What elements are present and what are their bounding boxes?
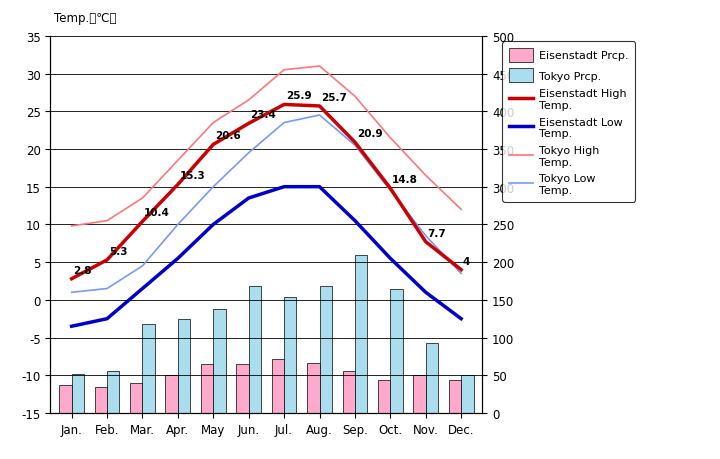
Bar — [236, 364, 248, 413]
Text: 20.6: 20.6 — [215, 131, 240, 141]
Text: 20.9: 20.9 — [356, 129, 382, 139]
Bar — [378, 380, 390, 413]
Bar — [201, 364, 213, 413]
Bar — [426, 343, 438, 413]
Bar — [130, 383, 143, 413]
Bar — [343, 371, 355, 413]
Bar — [284, 297, 297, 413]
Legend: Eisenstadt Prcp., Tokyo Prcp., Eisenstadt High
Temp., Eisenstadt Low
Temp., Toky: Eisenstadt Prcp., Tokyo Prcp., Eisenstad… — [503, 42, 635, 202]
Bar — [461, 375, 474, 413]
Bar — [413, 375, 426, 413]
Text: 23.4: 23.4 — [251, 110, 276, 120]
Bar — [107, 371, 120, 413]
Bar — [178, 320, 190, 413]
Bar — [449, 380, 461, 413]
Text: Temp.（℃）: Temp.（℃） — [54, 12, 117, 25]
Bar — [390, 289, 402, 413]
Bar — [72, 374, 84, 413]
Bar — [248, 286, 261, 413]
Text: 25.9: 25.9 — [286, 91, 312, 101]
Bar — [307, 364, 320, 413]
Text: 4: 4 — [463, 256, 470, 266]
Bar — [213, 309, 225, 413]
Bar — [143, 324, 155, 413]
Text: 25.7: 25.7 — [321, 93, 347, 103]
Text: 15.3: 15.3 — [180, 171, 205, 181]
Bar — [94, 387, 107, 413]
Text: 7.7: 7.7 — [428, 228, 446, 238]
Bar — [59, 385, 72, 413]
Text: 2.8: 2.8 — [73, 265, 92, 275]
Text: 5.3: 5.3 — [109, 246, 127, 256]
Text: 14.8: 14.8 — [392, 175, 418, 185]
Text: 10.4: 10.4 — [144, 208, 170, 218]
Bar — [320, 286, 332, 413]
Bar — [355, 255, 367, 413]
Bar — [166, 375, 178, 413]
Bar — [271, 359, 284, 413]
